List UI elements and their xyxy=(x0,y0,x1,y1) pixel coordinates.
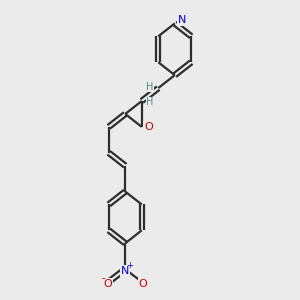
Text: +: + xyxy=(126,261,133,270)
Text: -: - xyxy=(101,273,105,283)
Text: N: N xyxy=(178,15,186,25)
Text: H: H xyxy=(146,82,154,92)
Text: H: H xyxy=(146,98,154,107)
Text: O: O xyxy=(139,279,148,289)
Text: N: N xyxy=(121,266,129,276)
Text: O: O xyxy=(144,122,153,132)
Text: O: O xyxy=(103,279,112,289)
